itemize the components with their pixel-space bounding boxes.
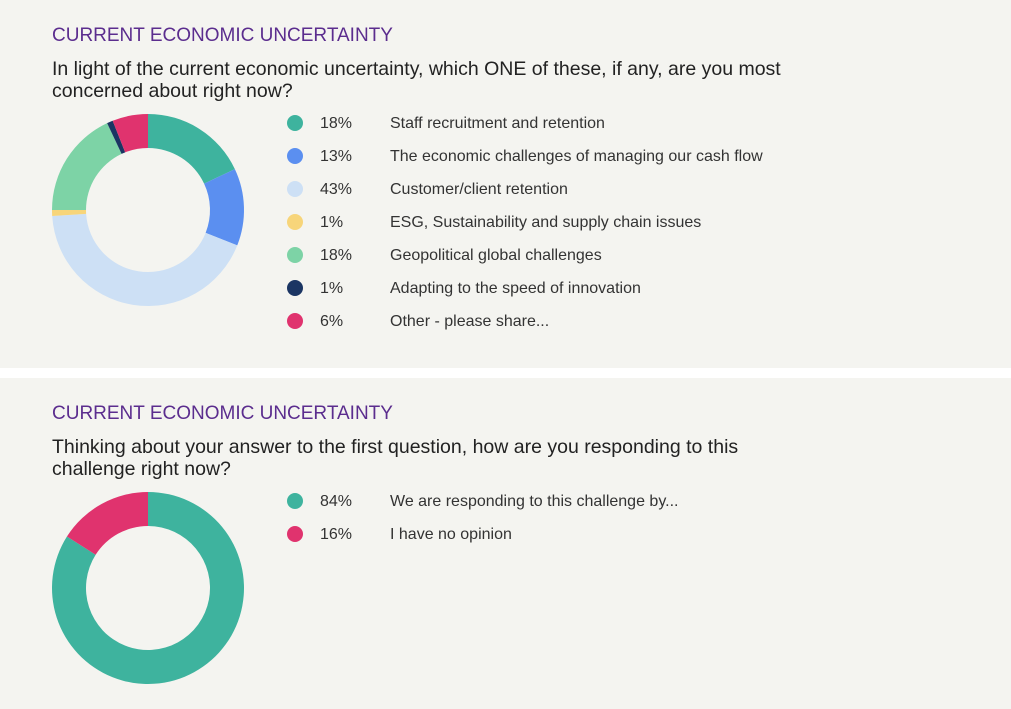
legend-label: ESG, Sustainability and supply chain iss… bbox=[390, 214, 701, 231]
panel: CURRENT ECONOMIC UNCERTAINTY Thinking abo… bbox=[0, 378, 1011, 709]
legend-dot bbox=[287, 214, 303, 230]
legend-label: We are responding to this challenge by..… bbox=[390, 493, 678, 510]
donut-segment bbox=[66, 492, 148, 555]
donut-segment bbox=[204, 169, 244, 246]
value-label: 1% bbox=[320, 280, 343, 297]
value-label: 43% bbox=[320, 181, 352, 198]
legend-label: I have no opinion bbox=[390, 526, 512, 543]
legend-dot bbox=[287, 247, 303, 263]
question: Thinking about your answer to the first … bbox=[52, 436, 739, 480]
legend-label: The economic challenges of managing our … bbox=[390, 148, 763, 165]
panel: CURRENT ECONOMIC UNCERTAINTY In light of … bbox=[0, 0, 1011, 368]
panel-title: CURRENT ECONOMIC UNCERTAINTY bbox=[52, 403, 393, 424]
donut-segment bbox=[52, 123, 122, 210]
legend-label: Other - please share... bbox=[390, 313, 549, 330]
donut-segment bbox=[52, 213, 238, 306]
question: In light of the current economic uncerta… bbox=[52, 58, 781, 102]
value-label: 16% bbox=[320, 526, 352, 543]
value-label: 18% bbox=[320, 247, 352, 264]
legend-dot bbox=[287, 526, 303, 542]
donut-segment bbox=[52, 492, 244, 684]
panel-title: CURRENT ECONOMIC UNCERTAINTY bbox=[52, 25, 393, 46]
legend-dot bbox=[287, 313, 303, 329]
legend-dot bbox=[287, 280, 303, 296]
legend-label: Adapting to the speed of innovation bbox=[390, 280, 641, 297]
legend-label: Customer/client retention bbox=[390, 181, 568, 198]
legend-label: Staff recruitment and retention bbox=[390, 115, 605, 132]
legend-dot bbox=[287, 115, 303, 131]
value-label: 6% bbox=[320, 313, 343, 330]
donut-segment bbox=[107, 120, 126, 154]
legend-dot bbox=[287, 148, 303, 164]
legend-dot bbox=[287, 493, 303, 509]
chart: 18% Staff recruitment and retention 13% The… bbox=[52, 114, 763, 330]
value-label: 18% bbox=[320, 115, 352, 132]
legend-label: Geopolitical global challenges bbox=[390, 247, 602, 264]
value-label: 1% bbox=[320, 214, 343, 231]
donut-segment bbox=[52, 210, 87, 217]
chart: 84% We are responding to this challenge b… bbox=[52, 492, 678, 684]
value-label: 84% bbox=[320, 493, 352, 510]
donut-segment bbox=[148, 114, 235, 184]
value-label: 13% bbox=[320, 148, 352, 165]
donut-segment bbox=[112, 114, 148, 153]
legend-dot bbox=[287, 181, 303, 197]
